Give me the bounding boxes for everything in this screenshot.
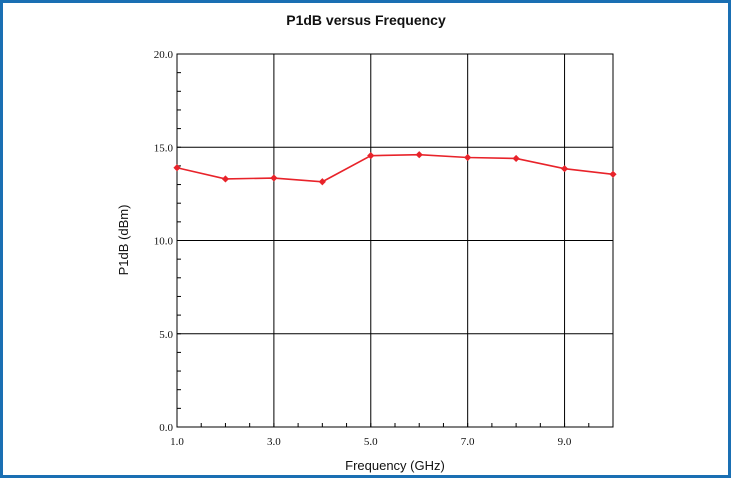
data-point <box>512 154 520 163</box>
x-tick-label: 5.0 <box>364 436 378 448</box>
y-tick-label: 5.0 <box>159 329 173 341</box>
ticks: 1.0 3.0 5.0 7.0 9.0 0.0 5.0 10.0 15.0 20.0 <box>154 49 614 448</box>
y-tick-label: 10.0 <box>154 236 174 248</box>
data-point <box>318 178 326 186</box>
x-tick-label: 9.0 <box>558 436 572 448</box>
x-tick-label: 1.0 <box>170 436 184 448</box>
x-axis-label: Frequency (GHz) <box>345 458 445 473</box>
series-group <box>173 151 617 186</box>
data-point <box>560 165 569 173</box>
series-line <box>176 153 614 183</box>
data-point <box>367 152 375 160</box>
chart-title: P1dB versus Frequency <box>286 12 446 28</box>
data-point <box>464 153 472 162</box>
data-point <box>270 174 278 182</box>
data-point <box>173 164 181 172</box>
x-tick-label: 7.0 <box>461 436 475 448</box>
data-point <box>609 170 617 178</box>
x-tick-label: 3.0 <box>267 436 281 448</box>
y-tick-label: 0.0 <box>159 422 173 434</box>
y-axis-label: P1dB (dBm) <box>116 205 131 276</box>
y-tick-label: 20.0 <box>154 49 174 61</box>
data-point <box>415 151 423 159</box>
data-point <box>221 175 230 183</box>
y-tick-label: 15.0 <box>154 142 174 154</box>
grid <box>176 53 614 428</box>
